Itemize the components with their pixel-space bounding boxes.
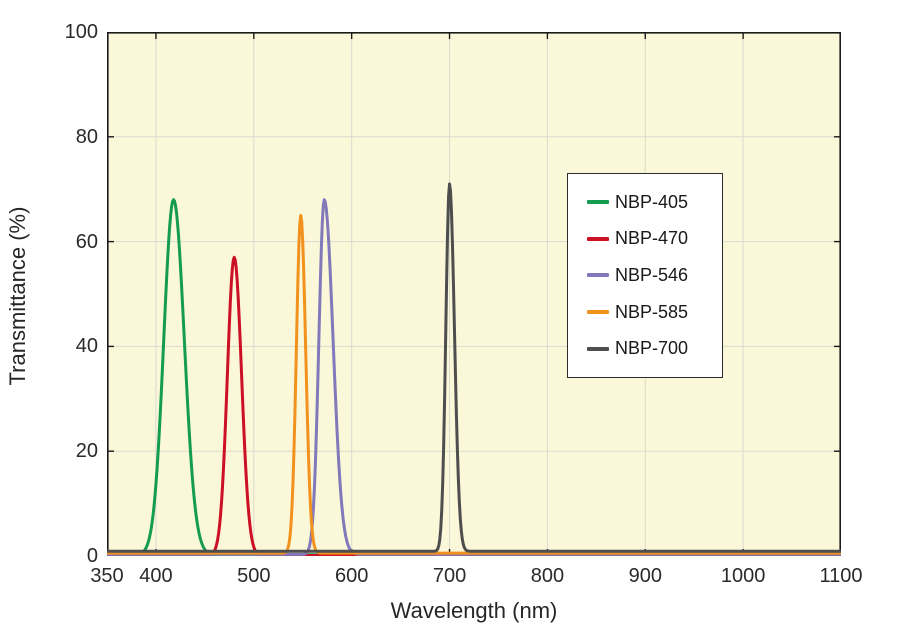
- x-tick-label: 350: [90, 565, 124, 587]
- x-tick-label: 500: [237, 565, 271, 587]
- y-tick-label: 80: [75, 125, 98, 148]
- legend-swatch-icon: [587, 236, 609, 241]
- plot-area: [107, 32, 841, 556]
- legend-item: NBP-470: [587, 228, 722, 249]
- axis-box: [107, 32, 841, 556]
- x-tick-label: 900: [628, 565, 662, 587]
- y-tick-label: 40: [75, 335, 98, 358]
- legend: NBP-405 NBP-470 NBP-546 NBP-585 NBP-700: [567, 173, 723, 378]
- y-tick-label: 20: [75, 440, 98, 463]
- y-tick-label: 60: [75, 230, 98, 253]
- curve-NBP-405: [107, 198, 841, 556]
- curve-NBP-700: [107, 182, 841, 553]
- x-tick-label: 700: [432, 565, 467, 587]
- legend-label: NBP-405: [615, 191, 689, 212]
- legend-item: NBP-700: [587, 338, 722, 359]
- legend-swatch-icon: [587, 273, 609, 278]
- y-tick-label: 100: [64, 21, 98, 43]
- legend-label: NBP-700: [615, 338, 689, 359]
- legend-label: NBP-585: [615, 301, 689, 322]
- plot-canvas: [107, 32, 841, 556]
- legend-label: NBP-546: [615, 264, 689, 285]
- legend-swatch-icon: [587, 200, 609, 205]
- curve-NBP-585: [107, 213, 841, 555]
- x-tick-label: 400: [139, 565, 173, 587]
- legend-item: NBP-405: [587, 192, 722, 213]
- x-tick-label: 600: [334, 565, 369, 587]
- legend-item: NBP-585: [587, 302, 722, 323]
- x-tick-label: 800: [530, 565, 565, 587]
- x-tick-label: 1000: [720, 565, 766, 587]
- legend-swatch-icon: [587, 310, 609, 315]
- x-tick-label: 1100: [819, 565, 863, 587]
- y-tick-label: 0: [86, 545, 98, 567]
- x-axis-label: Wavelength (nm): [390, 598, 558, 623]
- curve-NBP-546: [107, 198, 841, 556]
- y-axis-label: Transmittance (%): [5, 206, 30, 386]
- curve-NBP-470: [107, 255, 841, 556]
- legend-label: NBP-470: [615, 228, 689, 249]
- legend-swatch-icon: [587, 346, 609, 351]
- legend-item: NBP-546: [587, 265, 722, 286]
